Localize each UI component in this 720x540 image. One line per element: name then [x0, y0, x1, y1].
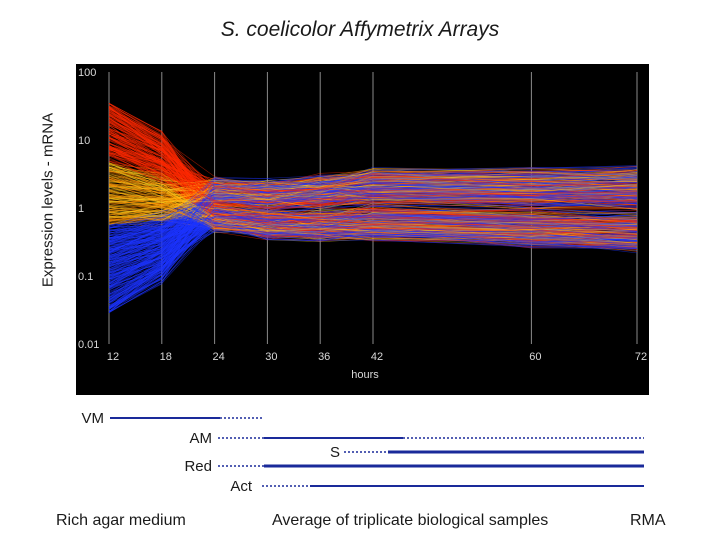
gene-profile-line — [108, 197, 638, 210]
series-lines — [108, 102, 638, 314]
footer-samples: Average of triplicate biological samples — [272, 512, 549, 529]
gene-profile-line — [108, 195, 638, 250]
phase-label-vm: VM — [82, 410, 105, 427]
y-tick-labels: 100 10 1 0.1 0.01 — [78, 67, 99, 351]
gene-profile-line — [108, 117, 638, 195]
gene-profile-line — [108, 186, 638, 285]
gene-profile-line — [108, 230, 638, 280]
y-tick-label: 0.1 — [78, 271, 93, 283]
phase-label-act: Act — [230, 478, 253, 495]
gene-profile-line — [108, 117, 638, 228]
growth-phase-timeline: VM AM S Red Act — [82, 410, 644, 495]
gene-profile-line — [108, 225, 638, 243]
footer-medium: Rich agar medium — [56, 512, 186, 529]
expression-plot: 100 10 1 0.1 0.01 12 18 24 30 36 42 60 72 hours — [76, 64, 649, 395]
y-axis-label: Expression levels - mRNA — [39, 112, 57, 288]
gene-profile-line — [108, 197, 638, 274]
gene-profile-line — [108, 146, 638, 223]
gene-profile-line — [108, 176, 638, 189]
gene-profile-line — [108, 198, 638, 215]
x-tick-label: 30 — [265, 351, 277, 363]
gene-profile-line — [108, 177, 638, 246]
gene-profile-line — [108, 115, 638, 219]
gene-profile-line — [108, 183, 638, 219]
x-axis-label: hours — [351, 369, 379, 381]
gene-profile-line — [108, 195, 638, 267]
gene-profile-line — [108, 199, 638, 225]
phase-label-am: AM — [190, 430, 213, 447]
gene-profile-line — [108, 186, 638, 258]
x-tick-label: 36 — [318, 351, 330, 363]
gene-profile-line — [108, 175, 638, 205]
x-tick-label: 42 — [371, 351, 383, 363]
y-tick-label: 1 — [78, 203, 84, 215]
gene-profile-line — [108, 107, 638, 196]
phase-label-red: Red — [184, 458, 212, 475]
gene-profile-line — [108, 171, 638, 221]
x-tick-label: 72 — [635, 351, 647, 363]
x-tick-labels: 12 18 24 30 36 42 60 72 — [107, 351, 647, 363]
gene-profile-line — [108, 210, 638, 232]
x-tick-label: 18 — [160, 351, 172, 363]
gene-profile-line — [108, 186, 638, 225]
gene-profile-line — [108, 114, 638, 241]
gene-profile-line — [108, 230, 638, 301]
gene-profile-line — [108, 199, 638, 244]
gene-profile-line — [108, 111, 638, 208]
gene-profile-line — [108, 208, 638, 287]
x-tick-label: 60 — [529, 351, 541, 363]
gene-profile-line — [108, 187, 638, 280]
x-tick-label: 24 — [212, 351, 224, 363]
y-tick-label: 0.01 — [78, 339, 99, 351]
gene-profile-line — [108, 165, 638, 228]
gene-profile-line — [108, 214, 638, 243]
gene-profile-line — [108, 216, 638, 239]
chart-title: S. coelicolor Affymetrix Arrays — [220, 18, 500, 41]
gene-profile-line — [108, 176, 638, 298]
phase-label-s: S — [330, 444, 340, 461]
gene-profile-line — [108, 168, 638, 216]
footer-method: RMA — [630, 512, 666, 529]
y-tick-label: 100 — [78, 67, 96, 79]
gene-profile-line — [108, 146, 638, 240]
gene-profile-line — [108, 208, 638, 296]
y-tick-label: 10 — [78, 135, 90, 147]
gene-profile-line — [108, 180, 638, 225]
gene-profile-line — [108, 112, 638, 222]
gene-profile-line — [108, 148, 638, 202]
gene-profile-line — [108, 176, 638, 279]
gene-profile-line — [108, 185, 638, 202]
gene-profile-line — [108, 187, 638, 254]
gene-profile-line — [108, 217, 638, 265]
x-tick-label: 12 — [107, 351, 119, 363]
